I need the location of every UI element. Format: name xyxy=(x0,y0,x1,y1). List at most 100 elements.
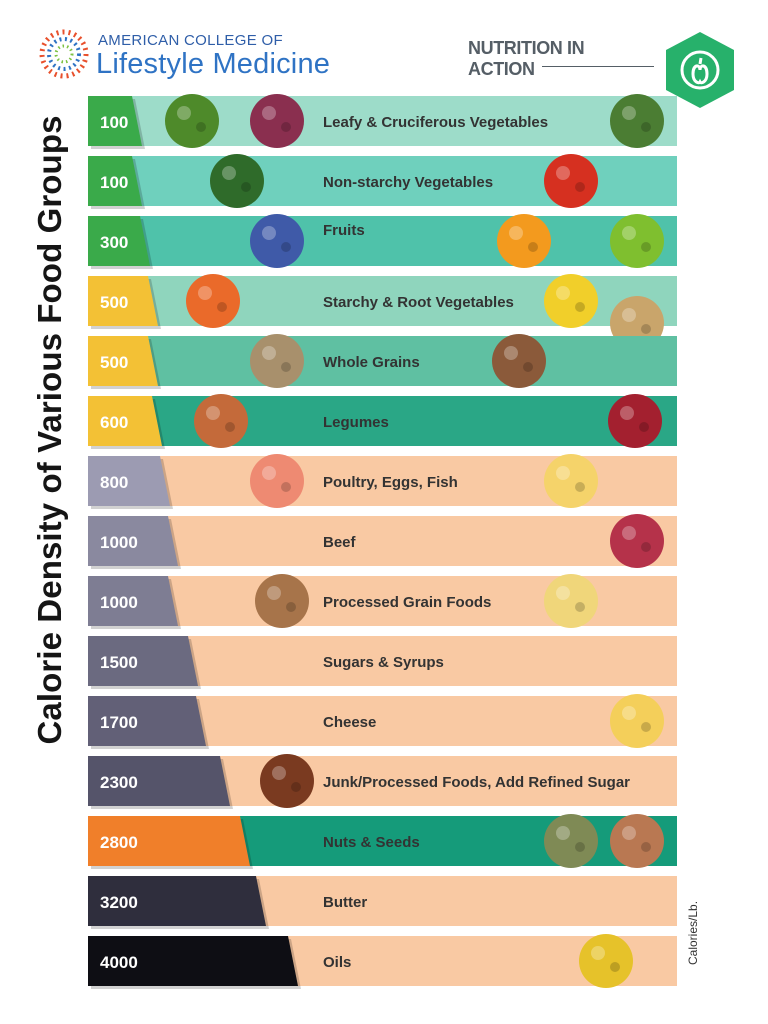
category-label: Nuts & Seeds xyxy=(323,834,420,851)
value-strip xyxy=(88,516,178,566)
orange-slice-icon xyxy=(497,214,551,268)
org-logo: AMERICAN COLLEGE OF Lifestyle Medicine xyxy=(36,26,356,86)
salad-greens-icon xyxy=(250,94,304,148)
category-label: Poultry, Eggs, Fish xyxy=(323,474,458,491)
org-name-top: AMERICAN COLLEGE OF xyxy=(98,32,283,49)
value-strip xyxy=(88,756,230,806)
cucumber-icon-highlight xyxy=(222,166,236,180)
value-strip xyxy=(88,156,142,206)
food-group-row: 2800 Nuts & Seeds xyxy=(88,814,677,869)
almonds-icon-highlight xyxy=(622,826,636,840)
value-strip xyxy=(88,576,178,626)
series-title: NUTRITION IN ACTION xyxy=(468,38,585,79)
food-group-row: 1000 Processed Grain Foods xyxy=(88,574,677,629)
pumpkin-seeds-icon-shade xyxy=(575,842,585,852)
value-strip xyxy=(88,276,158,326)
food-group-row: 2300 Junk/Processed Foods, Add Refined Su… xyxy=(88,754,677,809)
carrots-icon-highlight xyxy=(198,286,212,300)
category-label: Leafy & Cruciferous Vegetables xyxy=(323,114,548,131)
quinoa-icon-highlight xyxy=(504,346,518,360)
kiwi-icon-highlight xyxy=(622,226,636,240)
value-label: 4000 xyxy=(100,953,138,972)
quinoa-icon-shade xyxy=(523,362,533,372)
salmon-icon xyxy=(250,454,304,508)
tomato-icon-shade xyxy=(575,182,585,192)
food-group-row: 500 Starchy & Root Vegetables xyxy=(88,274,677,350)
value-strip xyxy=(88,336,158,386)
value-label: 1000 xyxy=(100,593,138,612)
value-label: 300 xyxy=(100,233,128,252)
cucumber-icon xyxy=(210,154,264,208)
value-strip xyxy=(88,816,250,866)
food-group-row: 4000 Oils xyxy=(88,934,677,989)
apple-badge xyxy=(666,32,734,108)
beef-steak-icon-highlight xyxy=(622,526,636,540)
blueberries-icon-shade xyxy=(281,242,291,252)
food-group-row: 600 Legumes xyxy=(88,394,677,449)
kidney-beans-icon-highlight xyxy=(620,406,634,420)
category-label: Junk/Processed Foods, Add Refined Sugar xyxy=(323,774,630,791)
apple-icon xyxy=(680,50,720,90)
value-strip xyxy=(88,216,150,266)
value-strip xyxy=(88,396,162,446)
pasta-icon xyxy=(544,574,598,628)
lentils-icon-shade xyxy=(225,422,235,432)
cereal-biscuit-icon xyxy=(255,574,309,628)
swiss-cheese-icon xyxy=(610,694,664,748)
salmon-icon-highlight xyxy=(262,466,276,480)
value-label: 500 xyxy=(100,293,128,312)
quinoa-icon xyxy=(492,334,546,388)
food-group-row: 1500 Sugars & Syrups xyxy=(88,636,677,689)
kiwi-icon xyxy=(610,214,664,268)
tomato-icon xyxy=(544,154,598,208)
corn-icon xyxy=(544,274,598,328)
cucumber-icon-shade xyxy=(241,182,251,192)
food-group-row: 800 Poultry, Eggs, Fish xyxy=(88,454,677,509)
eggs-icon xyxy=(544,454,598,508)
broccoli-icon xyxy=(165,94,219,148)
almonds-icon-shade xyxy=(641,842,651,852)
category-bar xyxy=(88,516,677,566)
food-group-row: 100 Non-starchy Vegetables xyxy=(88,154,677,209)
olive-oil-bottle-icon xyxy=(579,934,633,988)
wild-rice-icon xyxy=(250,334,304,388)
broccoli-icon-shade xyxy=(196,122,206,132)
value-label: 2300 xyxy=(100,773,138,792)
value-label: 100 xyxy=(100,113,128,132)
swiss-cheese-icon-highlight xyxy=(622,706,636,720)
category-label: Starchy & Root Vegetables xyxy=(323,294,514,311)
value-strip xyxy=(88,936,298,986)
category-label: Fruits xyxy=(323,222,365,239)
soda-fries-icon xyxy=(260,754,314,808)
food-group-row: 3200 Butter xyxy=(88,876,677,929)
value-label: 500 xyxy=(100,353,128,372)
cereal-biscuit-icon-highlight xyxy=(267,586,281,600)
value-strip xyxy=(88,876,266,926)
category-label: Legumes xyxy=(323,414,389,431)
cereal-biscuit-icon-shade xyxy=(286,602,296,612)
value-label: 1000 xyxy=(100,533,138,552)
category-label: Oils xyxy=(323,954,351,971)
salmon-icon-shade xyxy=(281,482,291,492)
kiwi-icon-shade xyxy=(641,242,651,252)
category-label: Butter xyxy=(323,894,367,911)
food-group-row: 500 Whole Grains xyxy=(88,334,677,389)
food-group-row: 1000 Beef xyxy=(88,514,677,569)
value-label: 2800 xyxy=(100,833,138,852)
tomato-icon-highlight xyxy=(556,166,570,180)
pumpkin-seeds-icon-highlight xyxy=(556,826,570,840)
value-label: 3200 xyxy=(100,893,138,912)
kale-leaf-icon-shade xyxy=(641,122,651,132)
food-group-row: 300 Fruits xyxy=(88,214,677,269)
kidney-beans-icon-shade xyxy=(639,422,649,432)
category-label: Cheese xyxy=(323,714,376,731)
category-label: Sugars & Syrups xyxy=(323,654,444,671)
lentils-icon xyxy=(194,394,248,448)
value-strip xyxy=(88,696,206,746)
value-strip xyxy=(88,96,142,146)
value-strip xyxy=(88,636,198,686)
pumpkin-seeds-icon xyxy=(544,814,598,868)
olive-oil-bottle-icon-shade xyxy=(610,962,620,972)
category-label: Whole Grains xyxy=(323,354,420,371)
